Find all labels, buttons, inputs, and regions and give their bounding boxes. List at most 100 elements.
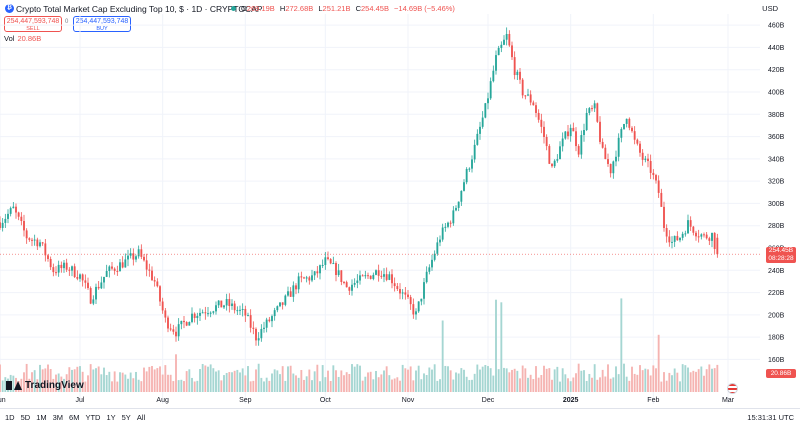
candle-body-74 [196, 315, 199, 319]
volume-bar-34 [89, 364, 92, 392]
volume-legend[interactable]: Vol 20.86B [4, 34, 41, 43]
volume-bar-24 [63, 378, 65, 392]
volume-bar-131 [348, 374, 351, 392]
volume-bar-166 [441, 320, 444, 392]
candle-body-189 [503, 39, 505, 45]
y-tick-label: 280B [768, 223, 785, 230]
buy-button[interactable]: 254,447,593,748 BUY [73, 16, 131, 32]
volume-bar-16 [41, 369, 44, 392]
candle-body-199 [529, 94, 532, 103]
candle-body-39 [103, 276, 105, 283]
volume-bar-135 [359, 365, 361, 392]
range-button-ytd[interactable]: YTD [85, 413, 101, 422]
volume-bar-72 [191, 377, 193, 392]
candle-body-232 [617, 137, 620, 157]
candle-body-89 [236, 310, 239, 312]
range-button-3m[interactable]: 3M [52, 413, 64, 422]
volume-bar-12 [31, 372, 33, 392]
candle-body-265 [705, 234, 708, 239]
candle-body-184 [489, 81, 492, 99]
low-value: 251.21B [322, 4, 351, 13]
candle-body-76 [201, 312, 204, 314]
tradingview-logo-icon [6, 380, 22, 390]
us-flag-icon[interactable] [727, 383, 738, 394]
candle-body-66 [175, 331, 177, 337]
candle-body-183 [487, 98, 489, 104]
volume-bar-59 [156, 368, 159, 392]
price-chart[interactable]: 160B180B200B220B240B260B280B300B320B340B… [0, 0, 800, 408]
candle-body-221 [588, 108, 591, 113]
volume-bar-10 [25, 363, 28, 392]
candle-body-111 [295, 285, 297, 290]
candle-body-257 [684, 233, 687, 235]
candle-body-147 [391, 274, 393, 284]
volume-bar-115 [305, 376, 308, 392]
volume-bar-60 [159, 366, 161, 392]
volume-bar-81 [215, 371, 217, 392]
candle-body-103 [273, 310, 276, 317]
candle-body-245 [652, 172, 655, 176]
candle-body-207 [551, 163, 553, 167]
candle-body-219 [583, 129, 585, 136]
tradingview-logo[interactable]: TradingView [6, 378, 84, 392]
volume-bar-1 [1, 380, 4, 392]
range-button-5d[interactable]: 5D [20, 413, 31, 422]
range-button-all[interactable]: All [136, 413, 146, 422]
range-toolbar: 1D 5D 1M 3M 6M YTD 1Y 5Y All 15:31:31 UTC [0, 408, 800, 426]
high-value: 272.68B [285, 4, 314, 13]
candle-body-50 [132, 253, 135, 260]
range-button-1m[interactable]: 1M [36, 413, 47, 422]
candle-body-218 [580, 135, 583, 155]
volume-bar-232 [617, 374, 620, 392]
volume-bar-138 [367, 372, 369, 392]
candle-body-93 [247, 315, 249, 317]
candle-body-107 [284, 295, 287, 305]
candle-body-256 [681, 233, 684, 238]
open-key: O [241, 4, 247, 13]
volume-bar-231 [615, 366, 617, 392]
volume-bar-215 [572, 377, 575, 392]
market-status-icon[interactable] [231, 6, 236, 11]
candle-body-170 [452, 210, 455, 224]
volume-bar-68 [180, 379, 183, 392]
candle-body-80 [212, 311, 215, 313]
range-button-1y[interactable]: 1Y [106, 413, 116, 422]
candle-body-62 [164, 310, 167, 318]
candle-body-150 [399, 289, 401, 294]
volume-bar-74 [196, 380, 199, 392]
volume-bar-212 [564, 374, 567, 392]
sell-button[interactable]: 254,447,593,748 SELL [4, 16, 62, 32]
volume-bar-96 [255, 369, 257, 392]
volume-bar-227 [604, 376, 607, 392]
volume-bar-80 [212, 368, 215, 392]
candle-body-171 [455, 207, 457, 211]
candle-body-222 [591, 108, 593, 110]
volume-bar-36 [95, 368, 97, 392]
volume-bar-172 [457, 373, 460, 392]
currency-selector[interactable]: USD [762, 4, 778, 13]
utc-clock[interactable]: 15:31:31 UTC [747, 413, 794, 422]
x-tick-label: Jun [0, 397, 6, 404]
range-button-6m[interactable]: 6M [69, 413, 80, 422]
candle-body-1 [1, 222, 4, 228]
volume-bar-67 [177, 380, 180, 392]
volume-bar-112 [297, 377, 300, 392]
candle-body-23 [60, 264, 63, 269]
candle-body-133 [353, 282, 356, 285]
range-button-1d[interactable]: 1D [5, 413, 15, 422]
volume-bar-204 [543, 365, 545, 392]
bitcoin-coin-icon[interactable]: ₿ [5, 4, 14, 13]
x-tick-label: 2025 [563, 397, 579, 404]
volume-bar-233 [620, 298, 623, 392]
volume-bar-28 [73, 369, 76, 392]
candle-body-2 [4, 218, 7, 223]
candle-body-45 [119, 262, 121, 272]
candle-body-108 [287, 291, 289, 296]
candle-body-198 [527, 94, 529, 96]
symbol-title[interactable]: Crypto Total Market Cap Excluding Top 10… [16, 4, 263, 14]
volume-bar-121 [321, 365, 324, 392]
candle-body-87 [231, 303, 233, 307]
range-button-5y[interactable]: 5Y [121, 413, 131, 422]
volume-bar-237 [631, 366, 633, 392]
candle-body-113 [300, 276, 303, 278]
